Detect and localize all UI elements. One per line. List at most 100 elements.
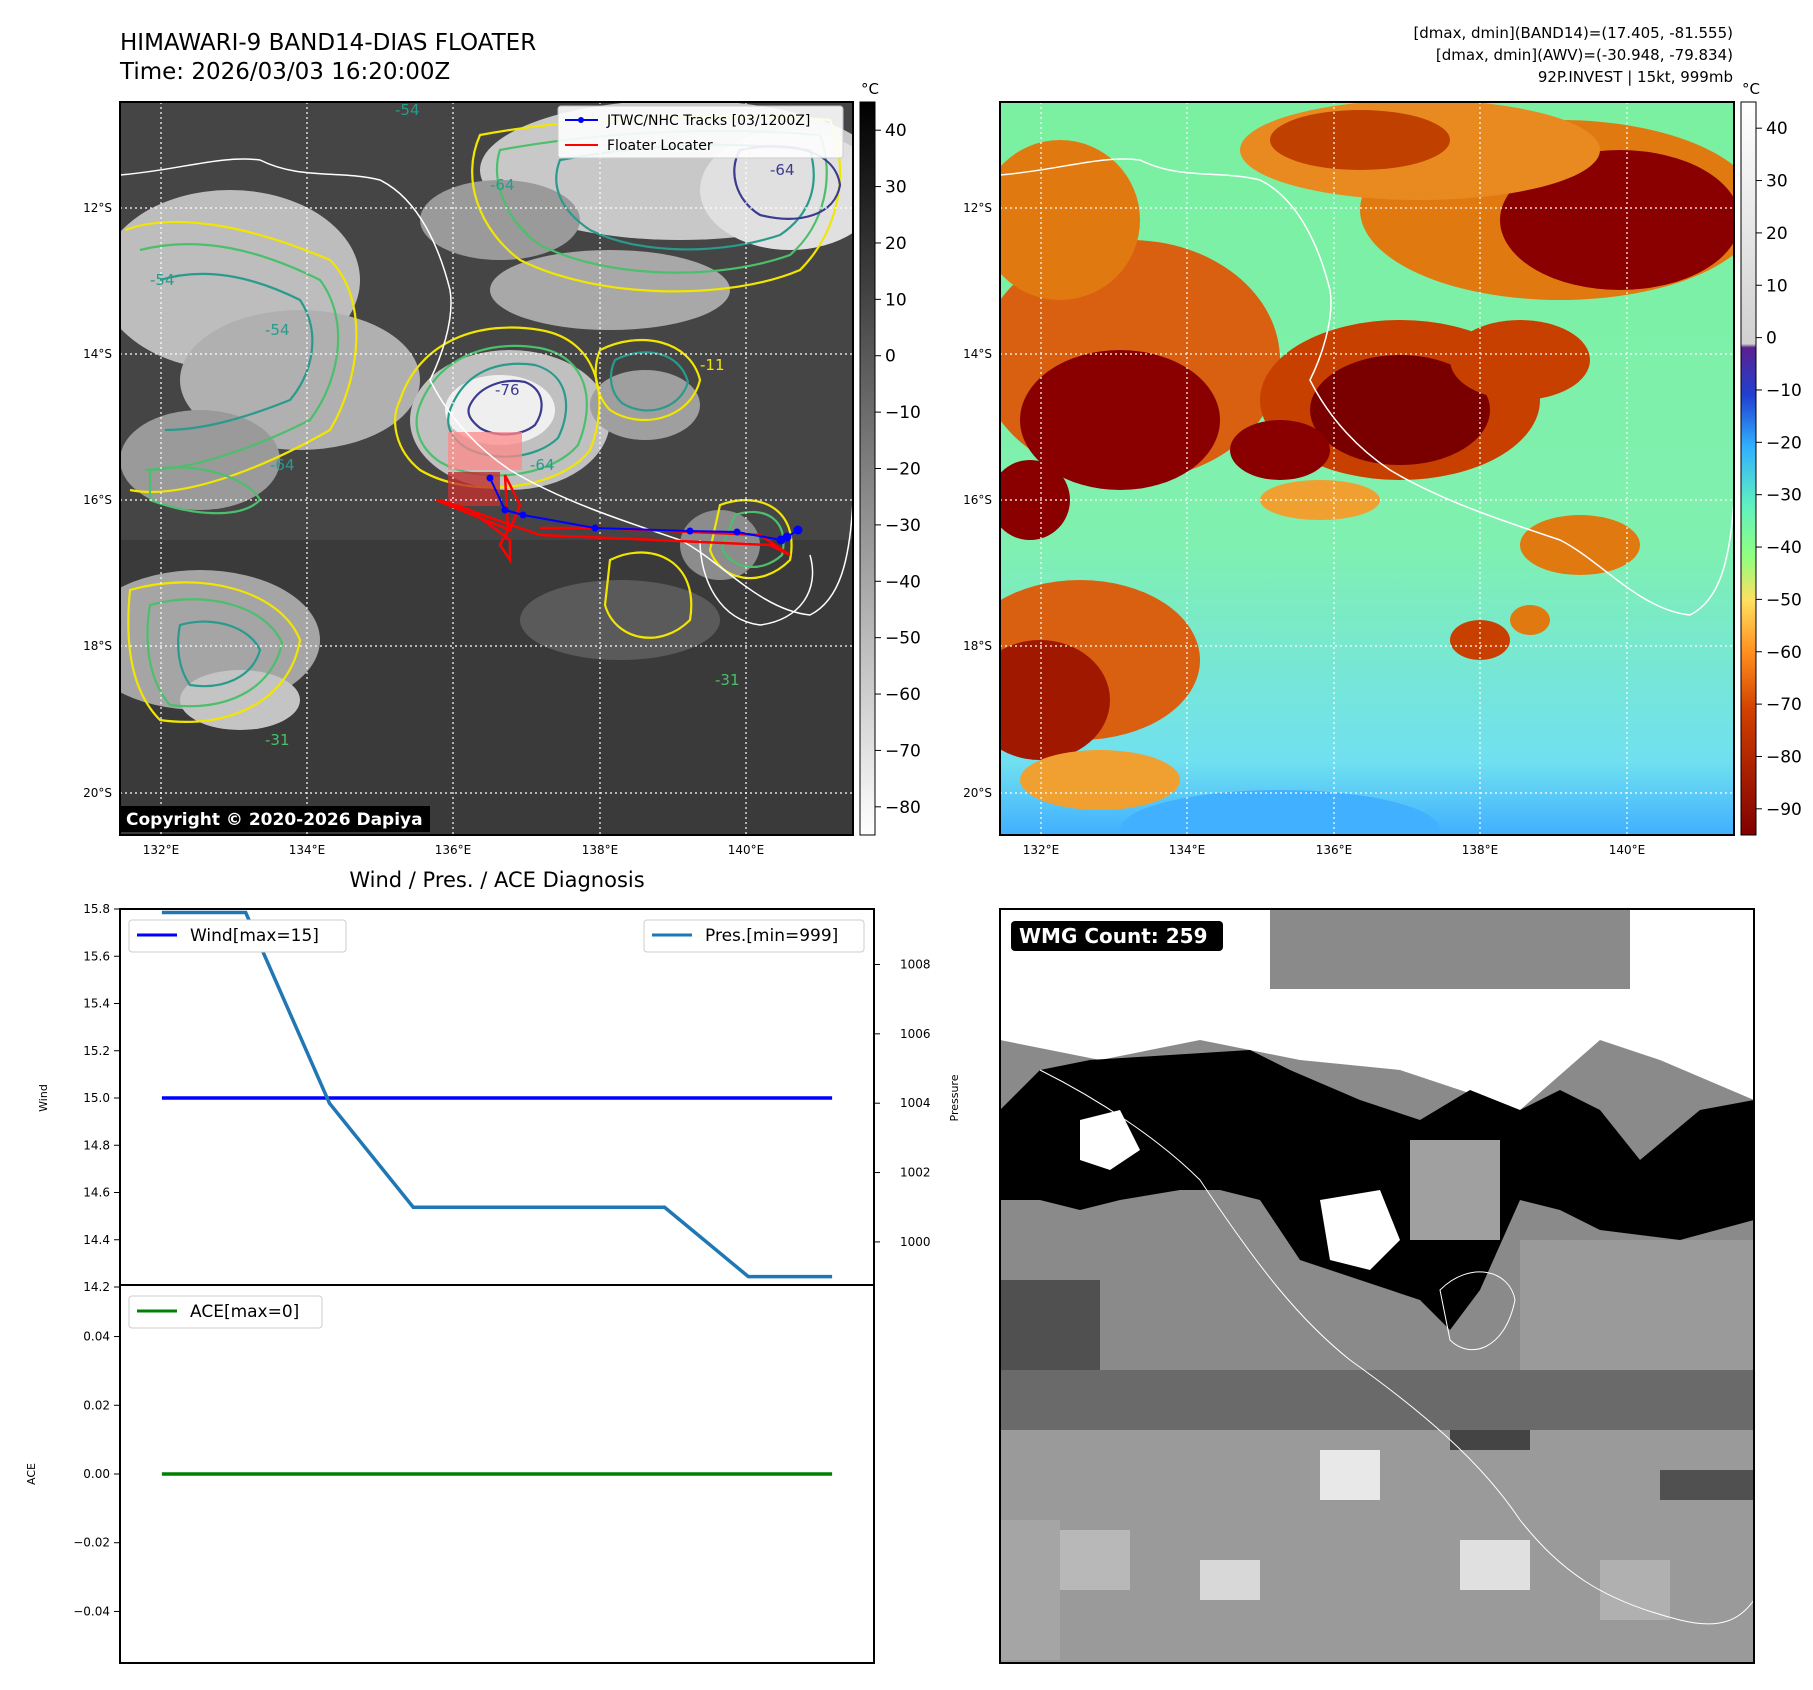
contour-label: -64	[270, 456, 295, 474]
diagnosis-title: Wind / Pres. / ACE Diagnosis	[349, 868, 644, 892]
pressure-tick-label: 1008	[900, 957, 931, 971]
wind-tick-label: 14.4	[83, 1233, 110, 1247]
awv-axis-labels: 12°S 14°S 16°S 18°S 20°S 132°E 134°E 136…	[963, 201, 1645, 857]
contour-label: -11	[700, 356, 725, 374]
ir-map-panel: -54 -64 -76 -64 -54 -64 -31 -31 -11 -54 …	[119, 101, 854, 836]
pressure-ylabel: Pressure	[948, 1074, 961, 1121]
lat-tick: 14°S	[83, 347, 112, 361]
ace-axes: 0.04 0.02 0.00 −0.02 −0.04 ACE ACE[max=0]	[25, 1284, 875, 1664]
colorbar-tick-label: −10	[1766, 381, 1802, 401]
lon-tick: 134°E	[289, 843, 326, 857]
lat-tick: 14°S	[963, 347, 992, 361]
colorbar-tick-label: −60	[1766, 643, 1802, 663]
contour-label: -54	[395, 101, 420, 119]
pressure-series-line	[161, 910, 833, 1279]
colorbar-tick-label: 40	[1766, 119, 1788, 139]
wind-tick-label: 15.0	[83, 1091, 110, 1105]
awv-frame	[999, 101, 1735, 836]
ir-colorbar-unit: °C	[861, 80, 879, 98]
colorbar-tick-label: −70	[885, 741, 921, 761]
lon-tick: 140°E	[728, 843, 765, 857]
wind-pressure-axes: 15.8 15.6 15.4 15.2 15.0 14.8 14.6 14.4 14.2 100…	[37, 902, 961, 1294]
wind-tick-label: 14.6	[83, 1186, 110, 1200]
copyright-box	[120, 806, 430, 832]
ace-tick-label: −0.04	[73, 1604, 110, 1618]
colorbar-tick-label: −30	[885, 516, 921, 536]
figure-title: HIMAWARI-9 BAND14-DIAS FLOATER	[120, 30, 536, 56]
colorbar-tick-label: 10	[885, 290, 907, 310]
lon-tick: 134°E	[1169, 843, 1206, 857]
lat-tick: 18°S	[83, 639, 112, 653]
wind-tick-label: 15.2	[83, 1044, 110, 1058]
legend-tracks: JTWC/NHC Tracks [03/1200Z]	[606, 113, 810, 129]
colorbar-tick-label: −20	[1766, 433, 1802, 453]
colorbar-tick-label: −20	[885, 460, 921, 480]
colorbar-tick-label: 30	[1766, 172, 1788, 192]
lat-tick: 12°S	[963, 201, 992, 215]
contour-label: -76	[495, 381, 520, 399]
floater-track	[435, 474, 791, 565]
ir-graticule	[120, 102, 853, 835]
ir-imagery: -54 -64 -76 -64 -54 -64 -31 -31 -11 -54 …	[120, 101, 853, 835]
wmg-imagery	[1000, 909, 1754, 1663]
colorbar-tick-label: −70	[1766, 695, 1802, 715]
contour-label: -64	[770, 161, 795, 179]
wind-tick-label: 15.6	[83, 949, 110, 963]
ace-tick-label: 0.04	[83, 1330, 110, 1344]
ace-legend-label: ACE[max=0]	[190, 1302, 299, 1322]
lon-tick: 132°E	[143, 843, 180, 857]
pressure-tick-label: 1006	[900, 1027, 931, 1041]
lat-tick: 12°S	[83, 201, 112, 215]
lon-tick: 132°E	[1023, 843, 1060, 857]
lat-tick: 16°S	[963, 493, 992, 507]
lon-tick: 136°E	[1316, 843, 1353, 857]
colorbar-tick-label: −90	[1766, 800, 1802, 820]
lon-tick: 140°E	[1609, 843, 1646, 857]
wind-legend: Wind[max=15]	[128, 919, 347, 953]
stats-awv: [dmax, dmin](AWV)=(-30.948, -79.834)	[1436, 46, 1733, 64]
colorbar-tick-label: −80	[1766, 747, 1802, 767]
lat-tick: 20°S	[83, 786, 112, 800]
wmg-frame	[999, 908, 1755, 1664]
colorbar-tick-label: 10	[1766, 276, 1788, 296]
ir-colorbar: °C 40 30 20 10 0 −10 −20 −30 −40 −50 −60 −70 −80	[859, 80, 921, 836]
pressure-legend-label: Pres.[min=999]	[705, 926, 838, 946]
awv-graticule	[1000, 102, 1734, 835]
lat-tick: 16°S	[83, 493, 112, 507]
ace-tick-label: 0.00	[83, 1467, 110, 1481]
lat-tick: 18°S	[963, 639, 992, 653]
contour-label: -54	[150, 271, 175, 289]
lon-tick: 136°E	[435, 843, 472, 857]
stats-storm: 92P.INVEST | 15kt, 999mb	[1538, 68, 1733, 86]
contour-label: -31	[265, 731, 290, 749]
wind-tick-label: 15.4	[83, 997, 110, 1011]
copyright: Copyright © 2020-2026 Dapiya	[126, 810, 423, 830]
jtwc-track-points	[486, 474, 803, 545]
colorbar-tick-label: −40	[1766, 538, 1802, 558]
pressure-tick-label: 1002	[900, 1166, 931, 1180]
ace-tick-label: 0.02	[83, 1398, 110, 1412]
wind-tick-label: 14.2	[83, 1280, 110, 1294]
wind-tick-label: 14.8	[83, 1138, 110, 1152]
lon-tick: 138°E	[1462, 843, 1499, 857]
colorbar-tick-label: 20	[885, 234, 907, 254]
wind-ylabel: Wind	[37, 1084, 50, 1112]
colorbar-tick-label: 0	[1766, 329, 1777, 349]
ir-axis-labels: 12°S 14°S 16°S 18°S 20°S 132°E 134°E 136…	[83, 201, 764, 857]
ir-frame	[119, 101, 854, 836]
figure-time: Time: 2026/03/03 16:20:00Z	[119, 59, 450, 85]
legend-floater: Floater Locater	[607, 138, 713, 154]
colorbar-tick-label: −80	[885, 798, 921, 818]
colorbar-tick-label: −40	[885, 572, 921, 592]
ace-tick-label: −0.02	[73, 1536, 110, 1550]
colorbar-tick-label: 40	[885, 121, 907, 141]
lat-tick: 20°S	[963, 786, 992, 800]
colorbar-tick-label: −10	[885, 403, 921, 423]
contour-label: -54	[265, 321, 290, 339]
wmg-count: WMG Count: 259	[1019, 924, 1208, 948]
awv-colorbar-unit: °C	[1742, 80, 1760, 98]
contour-label-group: -54 -64 -76 -64 -54 -64 -31 -31 -11 -54 …	[150, 101, 795, 749]
wind-tick-label: 15.8	[83, 902, 110, 916]
wmg-count-box	[1011, 921, 1223, 951]
